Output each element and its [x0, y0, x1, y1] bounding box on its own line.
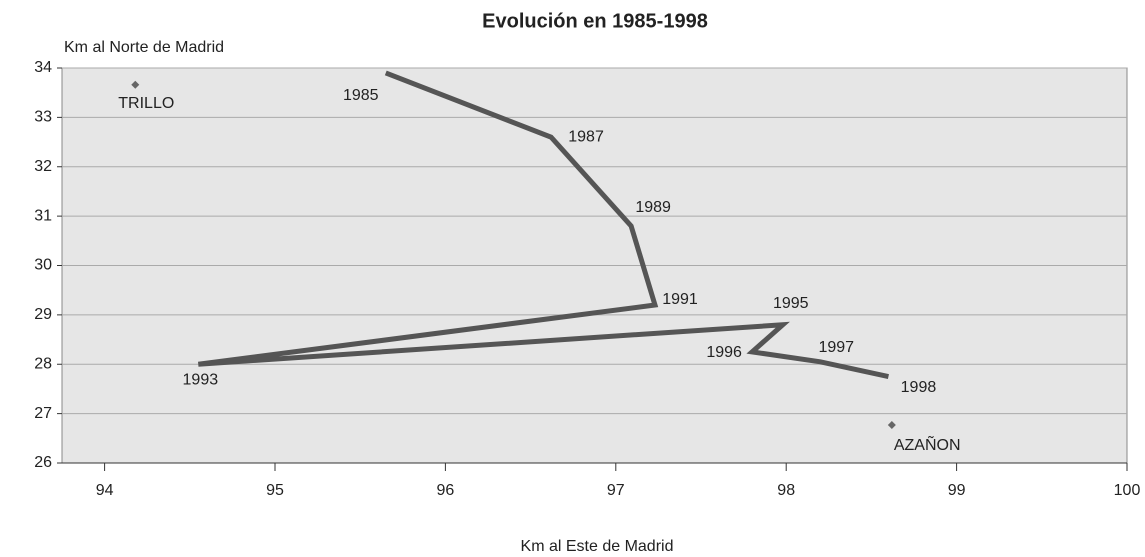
y-tick-label: 28: [34, 355, 52, 372]
point-label: 1998: [901, 379, 937, 396]
point-label: 1996: [706, 344, 742, 361]
chart-title: Evolución en 1985-1998: [482, 10, 708, 32]
x-tick-label: 95: [266, 482, 284, 499]
y-tick-label: 27: [34, 405, 52, 422]
x-tick-label: 99: [948, 482, 966, 499]
point-label: 1991: [662, 291, 698, 308]
x-tick-label: 94: [96, 482, 114, 499]
x-tick-label: 98: [777, 482, 795, 499]
point-label: 1985: [343, 87, 379, 104]
y-tick-label: 32: [34, 158, 52, 175]
data-line: [197, 70, 889, 380]
y-tick-label: 34: [34, 59, 52, 76]
x-tick-label: 100: [1114, 482, 1141, 499]
y-axis-label: Km al Norte de Madrid: [64, 39, 224, 56]
y-tick-label: 29: [34, 306, 52, 323]
y-tick-label: 33: [34, 109, 52, 126]
y-tick-label: 30: [34, 257, 52, 274]
point-label: 1997: [818, 339, 854, 356]
point-label: 1989: [635, 199, 671, 216]
x-tick-label: 96: [437, 482, 455, 499]
y-tick-label: 31: [34, 207, 52, 224]
x-tick-label: 97: [607, 482, 625, 499]
marker-label: AZAÑON: [894, 434, 961, 454]
y-tick-label: 26: [34, 454, 52, 471]
marker-label: TRILLO: [118, 95, 174, 112]
point-label: 1987: [568, 128, 604, 145]
marker: [887, 420, 896, 429]
point-label: 1993: [183, 371, 219, 388]
x-axis-label: Km al Este de Madrid: [521, 538, 674, 555]
point-label: 1995: [773, 295, 809, 312]
marker: [131, 80, 140, 89]
